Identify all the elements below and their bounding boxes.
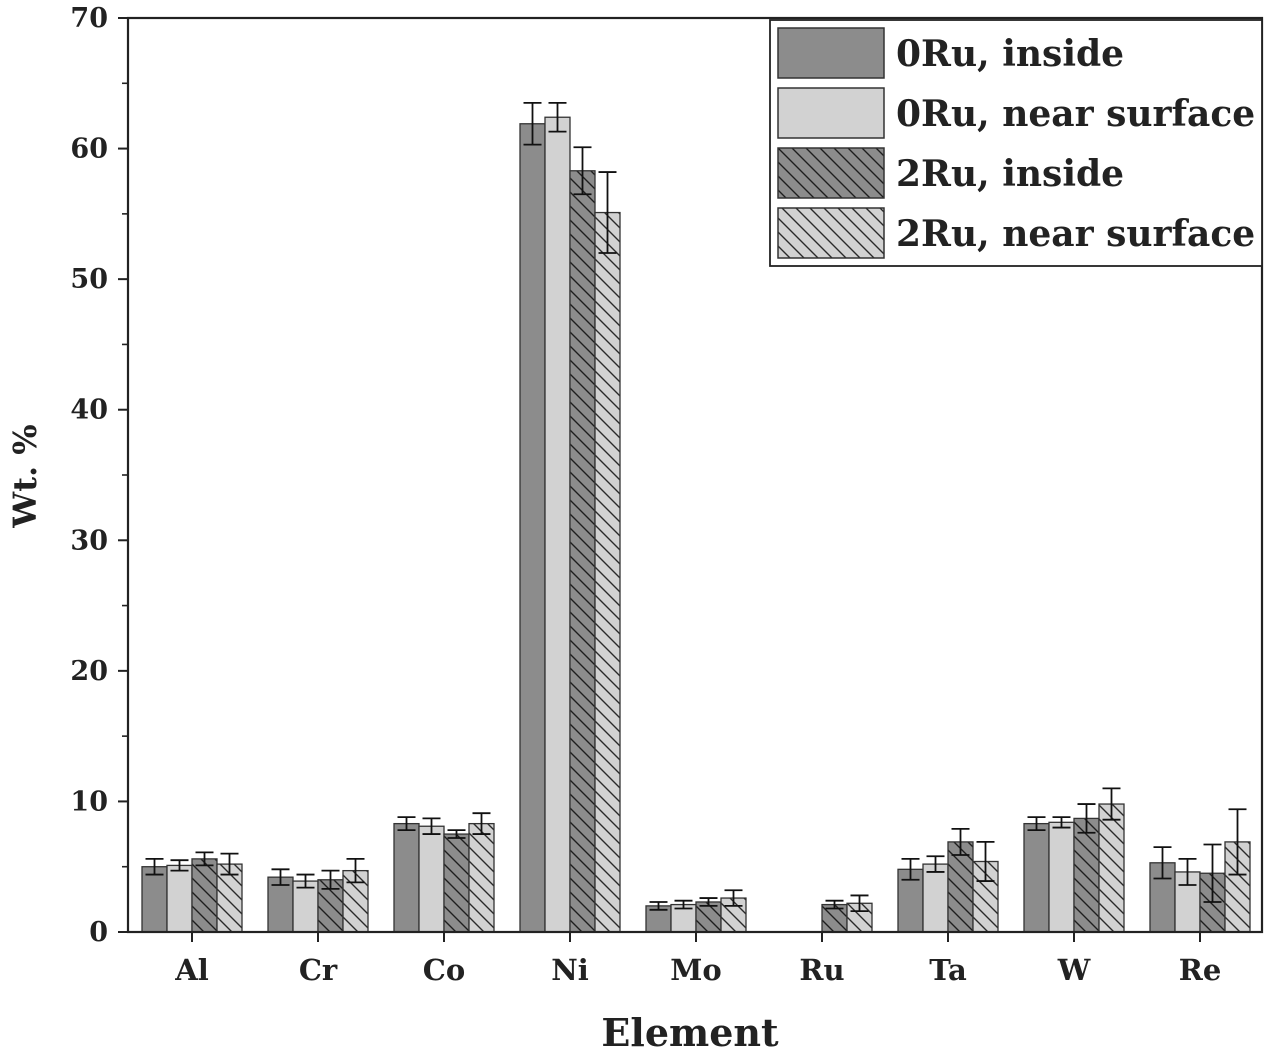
x-tick-label: Ru — [799, 953, 844, 987]
legend-swatch — [777, 207, 885, 259]
legend-label: 0Ru, near surface — [896, 93, 1255, 135]
x-tick-label: Ta — [929, 953, 967, 987]
legend-label: 0Ru, inside — [896, 33, 1124, 75]
bar — [468, 822, 495, 933]
bar — [1073, 817, 1100, 933]
bar — [443, 833, 470, 933]
bar — [519, 123, 546, 933]
bar — [569, 170, 596, 933]
x-tick-label: Co — [423, 953, 465, 987]
x-tick-label: Cr — [299, 953, 338, 987]
bar — [141, 866, 168, 933]
legend-swatch — [777, 147, 885, 199]
x-tick-label: Al — [174, 953, 209, 987]
y-tick-label: 20 — [70, 656, 108, 687]
bar — [393, 822, 420, 933]
legend-label: 2Ru, inside — [896, 153, 1124, 195]
bar — [166, 864, 193, 933]
y-tick-label: 0 — [89, 917, 108, 948]
legend: 0Ru, inside 0Ru, near surface 2Ru, inside 2… — [769, 19, 1263, 267]
y-tick-label: 30 — [70, 525, 108, 556]
x-tick-label: Ni — [551, 953, 589, 987]
bar — [292, 880, 319, 933]
bar — [846, 902, 873, 933]
y-tick-label: 50 — [70, 264, 108, 295]
x-tick-label: Mo — [670, 953, 721, 987]
bar — [544, 116, 571, 933]
x-tick-label: Re — [1179, 953, 1222, 987]
axes: 0 10 20 30 40 50 60 70 Al Cr Co Ni Mo Ru Ta W Re — [70, 3, 1264, 987]
bar — [594, 211, 621, 933]
plot-area — [141, 101, 1251, 933]
bar — [1098, 803, 1125, 933]
bar — [418, 825, 445, 933]
y-tick-label: 40 — [70, 395, 108, 426]
bar — [1048, 821, 1075, 933]
bar — [922, 863, 949, 933]
legend-swatch — [777, 87, 885, 139]
legend-label: 2Ru, near surface — [896, 213, 1255, 255]
legend-swatch — [777, 27, 885, 79]
x-tick-label: W — [1057, 953, 1091, 987]
y-axis-title: Wt. % — [6, 424, 44, 528]
y-tick-label: 70 — [70, 3, 108, 34]
bar — [1023, 822, 1050, 933]
y-tick-label: 10 — [70, 786, 108, 817]
bar — [191, 858, 218, 933]
y-tick-label: 60 — [70, 134, 108, 165]
x-axis-title: Element — [601, 1010, 779, 1055]
